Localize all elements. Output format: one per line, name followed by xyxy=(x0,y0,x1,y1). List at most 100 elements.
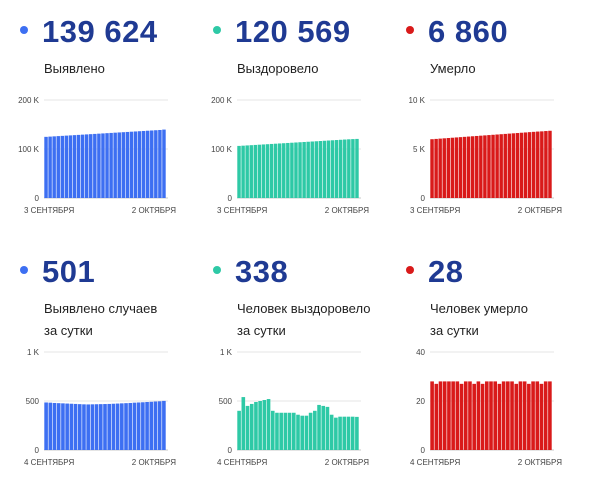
bar xyxy=(515,133,520,198)
x-tick-label-end: 2 ОКТЯБРЯ xyxy=(518,206,562,215)
bar xyxy=(287,412,292,450)
bar xyxy=(73,403,78,450)
y-tick-label: 40 xyxy=(416,348,425,357)
bar xyxy=(310,141,314,198)
bar xyxy=(355,416,359,450)
bar xyxy=(543,381,548,450)
bar xyxy=(459,383,464,450)
bar xyxy=(158,129,162,198)
bar xyxy=(153,401,158,450)
x-tick-label-start: 4 СЕНТЯБРЯ xyxy=(24,458,74,467)
x-tick-label-start: 4 СЕНТЯБРЯ xyxy=(217,458,267,467)
bar xyxy=(80,134,85,198)
bar xyxy=(479,135,483,198)
bar xyxy=(279,412,283,450)
bar xyxy=(318,141,323,198)
bar xyxy=(111,403,116,450)
bar xyxy=(129,131,134,198)
bar xyxy=(468,381,472,450)
bar xyxy=(69,403,74,450)
x-tick-label-start: 3 СЕНТЯБРЯ xyxy=(24,206,74,215)
bar xyxy=(540,131,544,198)
bar xyxy=(113,132,117,198)
bar xyxy=(125,131,130,198)
y-tick-label: 200 K xyxy=(18,96,40,105)
bar xyxy=(117,132,121,198)
bar xyxy=(52,136,56,198)
bar xyxy=(109,132,113,198)
bar xyxy=(269,143,274,198)
bar xyxy=(458,137,463,198)
bar xyxy=(326,140,331,198)
deaths-daily-label-line: Человек умерло xyxy=(430,301,528,316)
bar xyxy=(107,403,112,450)
y-tick-label: 1 K xyxy=(27,348,40,357)
bar xyxy=(237,410,241,450)
recovered-daily-label-line: Человек выздоровело xyxy=(237,301,371,316)
bar xyxy=(476,381,481,450)
y-tick-label: 500 xyxy=(26,397,40,406)
bar xyxy=(510,381,514,450)
bar xyxy=(338,139,343,198)
bar xyxy=(491,134,495,198)
recovered-total-label: Выздоровело xyxy=(237,58,397,80)
bar xyxy=(257,144,262,198)
bar xyxy=(325,406,330,450)
bar xyxy=(48,402,53,450)
bar xyxy=(438,381,443,450)
bar xyxy=(539,383,544,450)
recovered-total-value: 120 569 xyxy=(235,14,351,49)
recovered-total-chart: 0 100 K 200 K 3 СЕНТЯБРЯ 2 ОКТЯБРЯ xyxy=(211,96,369,215)
cases-total-panel: 139 624 Выявлено 0 100 K 200 K 3 СЕНТЯБРЯ 2 ОК… xyxy=(0,0,180,230)
recovered-total-label-line: Выздоровело xyxy=(237,61,319,76)
bar xyxy=(527,383,531,450)
bar xyxy=(493,381,498,450)
bar xyxy=(350,416,355,450)
bar xyxy=(343,139,347,198)
bar xyxy=(450,137,455,198)
bar xyxy=(483,135,487,198)
y-tick-label: 0 xyxy=(228,446,233,455)
bar xyxy=(277,143,282,198)
bar xyxy=(346,416,351,450)
deaths-daily-dot-icon xyxy=(406,266,414,274)
bar xyxy=(275,412,279,450)
bar xyxy=(94,404,99,450)
bar xyxy=(522,381,527,450)
recovered-daily-value: 338 xyxy=(235,254,289,289)
bar xyxy=(302,141,306,198)
bar xyxy=(507,133,512,198)
bar xyxy=(261,144,266,198)
deaths-total-panel: 6 860 Умерло 0 5 K 10 K 3 СЕНТЯБРЯ 2 ОКТЯБРЯ xyxy=(386,0,566,230)
bar xyxy=(313,410,317,450)
y-tick-label: 0 xyxy=(228,194,233,203)
bar xyxy=(518,381,523,450)
x-tick-label-end: 2 ОКТЯБРЯ xyxy=(325,458,369,467)
bar xyxy=(511,133,516,198)
bar xyxy=(86,404,90,450)
cases-total-dot-icon xyxy=(20,26,28,34)
bar xyxy=(265,144,270,198)
bar xyxy=(455,381,460,450)
x-tick-label-start: 3 СЕНТЯБРЯ xyxy=(410,206,460,215)
bar xyxy=(544,131,548,198)
bar xyxy=(334,140,339,198)
bar xyxy=(430,139,434,198)
bar xyxy=(290,142,294,198)
bar xyxy=(321,405,326,450)
bar xyxy=(535,381,540,450)
bar xyxy=(329,414,334,450)
bar xyxy=(330,140,335,198)
recovered-daily-label-line: за сутки xyxy=(237,323,286,338)
recovered-total-dot-icon xyxy=(213,26,221,34)
bar xyxy=(76,134,81,198)
bar xyxy=(56,136,60,198)
bar xyxy=(245,405,250,450)
deaths-total-label-line: Умерло xyxy=(430,61,476,76)
bar xyxy=(475,135,479,198)
x-tick-label-end: 2 ОКТЯБРЯ xyxy=(325,206,369,215)
cases-daily-label-line: Выявлено случаев xyxy=(44,301,158,316)
bar xyxy=(438,138,442,198)
bar xyxy=(487,135,491,198)
bar xyxy=(115,403,120,450)
